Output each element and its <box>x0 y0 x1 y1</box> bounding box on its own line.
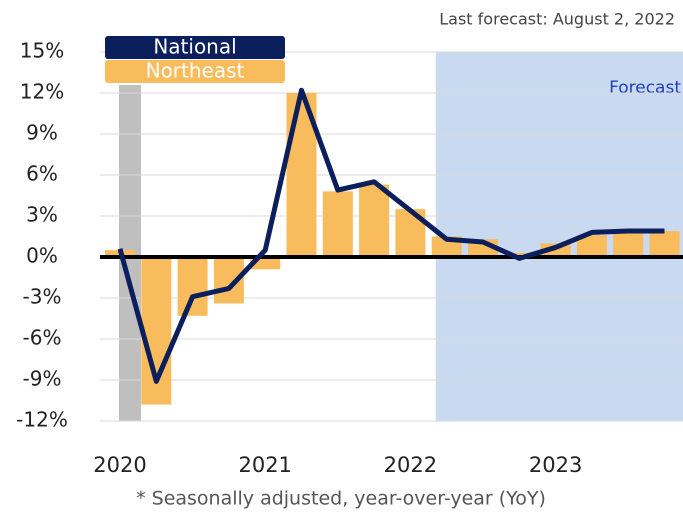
y-tick-label: 3% <box>26 203 58 227</box>
forecast-label: Forecast <box>609 78 681 98</box>
bar <box>613 232 644 257</box>
legend-box <box>105 36 285 59</box>
x-tick-label: 2021 <box>238 453 291 477</box>
bar <box>504 252 535 257</box>
legend-label: National <box>153 35 236 59</box>
bar <box>177 257 208 316</box>
forecast-region <box>435 52 683 421</box>
legend-label: Northeast <box>146 59 245 83</box>
legend-box <box>105 60 285 83</box>
y-tick-label: 0% <box>26 244 58 268</box>
y-tick-label: -12% <box>16 408 68 432</box>
y-tick-label: 12% <box>20 80 64 104</box>
y-tick-label: 15% <box>20 39 64 63</box>
y-tick-label: -6% <box>23 326 62 350</box>
y-tick-label: -9% <box>23 367 62 391</box>
y-tick-label: 6% <box>26 162 58 186</box>
footnote: * Seasonally adjusted, year-over-year (Y… <box>136 488 546 510</box>
bar <box>359 184 390 257</box>
line <box>117 87 665 384</box>
x-tick-label: 2022 <box>384 453 437 477</box>
x-tick-label: 2020 <box>93 453 146 477</box>
x-tick-label: 2023 <box>529 453 582 477</box>
y-tick-label: 9% <box>26 121 58 145</box>
bar <box>322 191 353 257</box>
y-tick-label: -3% <box>23 285 62 309</box>
annotation: Last forecast: August 2, 2022 <box>439 10 675 29</box>
bar <box>576 235 607 257</box>
bar <box>649 231 680 257</box>
